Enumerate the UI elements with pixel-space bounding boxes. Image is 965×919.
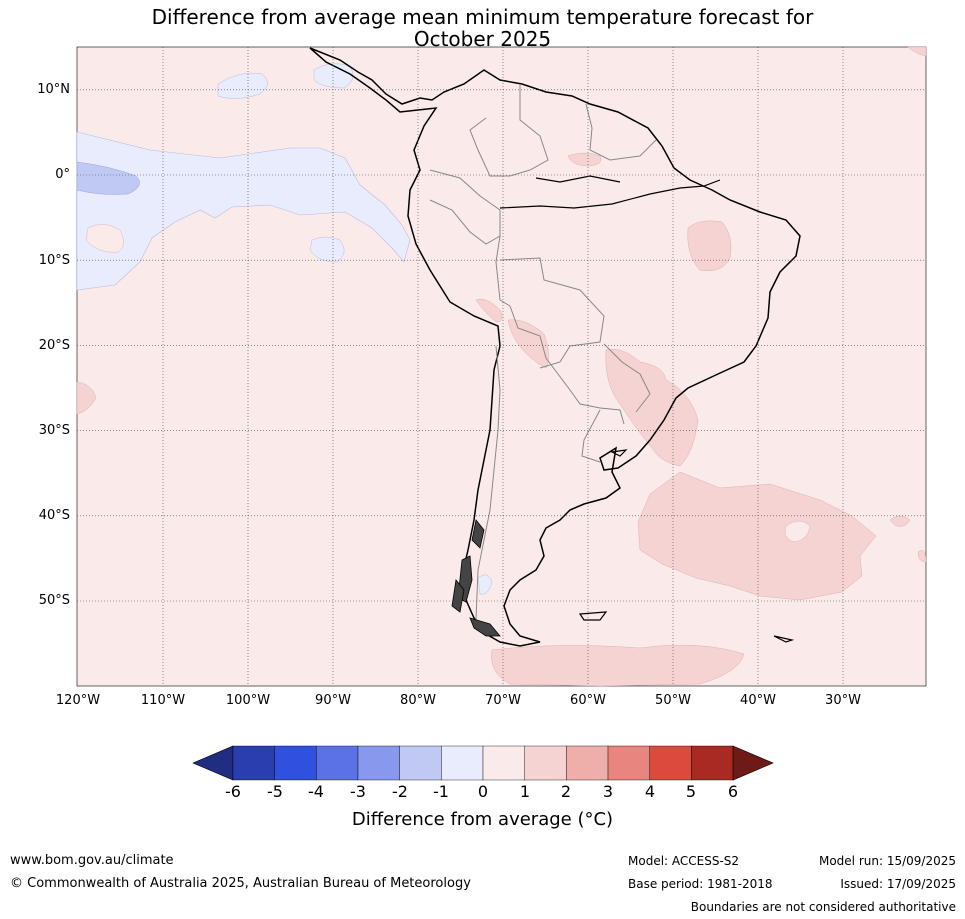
colorbar-tick: 4 (644, 782, 656, 801)
colorbar-segment (441, 745, 484, 781)
colorbar-tick: 6 (727, 782, 739, 801)
colorbar-tick: -1 (433, 782, 449, 801)
colorbar-segment (482, 745, 525, 781)
colorbar-tick: 0 (477, 782, 489, 801)
colorbar-label: Difference from average (°C) (351, 809, 614, 830)
colorbar-tick: 5 (685, 782, 697, 801)
lon-label-90w: 90°W (315, 693, 351, 708)
lon-label-30w: 30°W (825, 693, 861, 708)
colorbar-segment (524, 745, 567, 781)
colorbar-segment (232, 745, 275, 781)
rivers-and-islands (499, 175, 795, 643)
lon-label-60w: 60°W (570, 693, 606, 708)
lat-label-30s: 30°S (38, 423, 70, 438)
lon-label-80w: 80°W (400, 693, 436, 708)
colorbar-tick: -2 (392, 782, 408, 801)
map-title-line2: October 2025 (413, 27, 552, 51)
warm-anomaly-regions (76, 46, 927, 687)
disclaimer-text: Boundaries are not considered authoritat… (690, 900, 956, 914)
lat-label-10n: 10°N (37, 82, 70, 97)
patagonia-islands (451, 519, 501, 637)
colorbar-tick: -6 (225, 782, 241, 801)
lon-label-100w: 100°W (225, 693, 271, 708)
colorbar-segment (649, 745, 692, 781)
gridlines (77, 47, 926, 686)
colorbar (192, 745, 774, 781)
colorbar-extend-low (192, 745, 234, 781)
colorbar-tick: -3 (350, 782, 366, 801)
colorbar-tick: -5 (267, 782, 283, 801)
base-period-text: Base period: 1981-2018 (628, 877, 773, 891)
issued-text: Issued: 17/09/2025 (840, 877, 956, 891)
colorbar-segment (566, 745, 609, 781)
copyright-text: © Commonwealth of Australia 2025, Austra… (10, 876, 471, 891)
colorbar-tick: 3 (602, 782, 614, 801)
lat-label-20s: 20°S (38, 338, 70, 353)
colorbar-extend-high (732, 745, 774, 781)
lon-label-70w: 70°W (485, 693, 521, 708)
lat-label-50s: 50°S (38, 593, 70, 608)
colorbar-segment (357, 745, 400, 781)
lon-label-50w: 50°W (655, 693, 691, 708)
colorbar-segment (274, 745, 317, 781)
colorbar-segment (399, 745, 442, 781)
south-america-coastline (309, 47, 801, 647)
cool-anomaly-regions (76, 63, 493, 595)
lat-label-0: 0° (55, 167, 70, 182)
lat-label-40s: 40°S (38, 508, 70, 523)
country-borders (429, 84, 657, 621)
colorbar-tick: -4 (308, 782, 324, 801)
colorbar-tick: 1 (519, 782, 531, 801)
model-run-text: Model run: 15/09/2025 (818, 854, 956, 868)
lon-label-120w: 120°W (55, 693, 101, 708)
lon-label-110w: 110°W (140, 693, 186, 708)
colorbar-segment (316, 745, 359, 781)
colorbar-segment (607, 745, 650, 781)
colorbar-segment (691, 745, 734, 781)
map-title-line1: Difference from average mean minimum tem… (151, 5, 814, 29)
colorbar-tick: 2 (560, 782, 572, 801)
lat-label-10s: 10°S (38, 253, 70, 268)
website-link[interactable]: www.bom.gov.au/climate (10, 853, 174, 868)
lon-label-40w: 40°W (740, 693, 776, 708)
model-text: Model: ACCESS-S2 (628, 854, 740, 868)
